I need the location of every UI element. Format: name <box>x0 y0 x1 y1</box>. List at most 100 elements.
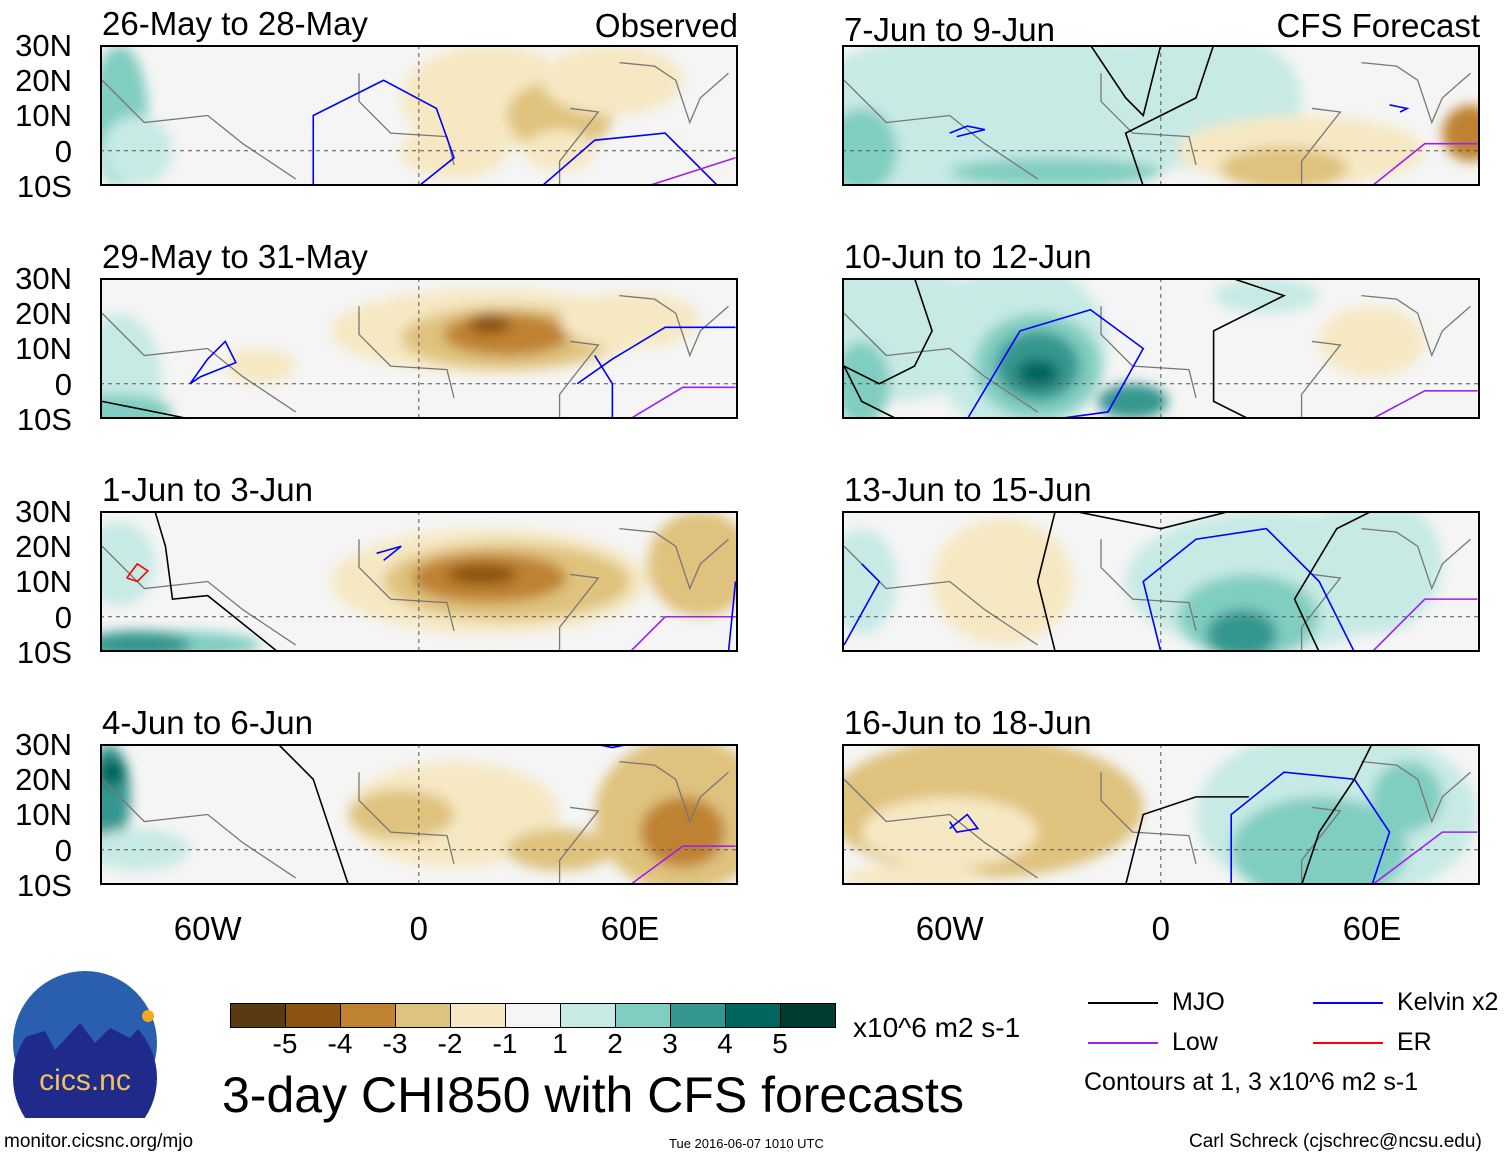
anomaly-region <box>1016 359 1059 388</box>
colorbar-tick-label: 5 <box>772 1028 788 1059</box>
wave-contour <box>312 79 455 186</box>
panel-title: 7-Jun to 9-Jun <box>844 11 1055 48</box>
wave-contour <box>949 813 980 833</box>
wave-contour <box>154 511 279 652</box>
wave-contour <box>629 615 736 652</box>
panel-title: 13-Jun to 15-Jun <box>844 471 1092 508</box>
colorbar-swatch <box>505 1003 561 1028</box>
panel-frame <box>100 744 738 885</box>
coastline <box>101 527 729 652</box>
wave-contour <box>189 340 237 385</box>
wave-contour <box>376 545 402 561</box>
wave-contour <box>842 278 933 419</box>
wave-contour <box>576 326 736 385</box>
coastline <box>843 527 1471 652</box>
lat-tick-label: 10N <box>15 98 72 133</box>
wave-contour <box>1371 831 1478 885</box>
lon-tick-label: 0 <box>1151 910 1170 947</box>
legend-line-mjo <box>1088 1002 1158 1004</box>
panel-frame <box>100 278 738 419</box>
wave-contour <box>629 845 736 885</box>
lat-tick-label: 0 <box>54 600 72 635</box>
colorbar-tick-label: 3 <box>662 1028 678 1059</box>
panel-title: 29-May to 31-May <box>102 238 368 275</box>
anomaly-region <box>1206 609 1277 652</box>
anomaly-region <box>1213 278 1320 314</box>
wave-contour <box>1371 598 1478 652</box>
colorbar-tick-label: 4 <box>717 1028 733 1059</box>
anomaly-region <box>1220 147 1348 186</box>
legend-line-low <box>1088 1042 1158 1044</box>
wave-contour <box>727 581 737 652</box>
wave-contour <box>1142 527 1356 652</box>
wave-contour <box>1371 142 1478 186</box>
legend-line-er <box>1313 1042 1383 1044</box>
panel-frame <box>100 45 738 186</box>
wave-contour <box>966 308 1145 419</box>
colorbar-swatch <box>285 1003 341 1028</box>
wave-contour <box>949 125 986 138</box>
lat-tick-label: 10S <box>16 169 72 204</box>
anomaly-region <box>1231 796 1408 885</box>
anomaly-region <box>1097 383 1168 419</box>
map-panel <box>100 511 738 652</box>
colorbar-tick-label: 1 <box>552 1028 568 1059</box>
anomaly-region <box>100 313 162 419</box>
panel-frame <box>100 511 738 652</box>
map-panel <box>842 278 1480 419</box>
lat-tick-label: 10S <box>16 868 72 903</box>
lat-tick-label: 10N <box>15 331 72 366</box>
lon-tick-label: 0 <box>409 910 428 947</box>
colorbar-swatch <box>230 1003 286 1028</box>
lat-tick-label: 10S <box>16 635 72 670</box>
logo-text: cics.nc <box>39 1064 131 1097</box>
colorbar-tick-label: -1 <box>492 1028 518 1059</box>
anomaly-region <box>949 157 1161 186</box>
coastline <box>843 61 1471 186</box>
lat-tick-label: 30N <box>15 28 72 63</box>
colorbar-swatch <box>725 1003 781 1028</box>
anomaly-region <box>861 796 1038 868</box>
lat-tick-label: 0 <box>54 367 72 402</box>
panel-title: 16-Jun to 18-Jun <box>844 704 1092 741</box>
wave-contour <box>541 132 719 186</box>
anomaly-region <box>541 45 683 116</box>
panel-title: 10-Jun to 12-Jun <box>844 238 1092 275</box>
anomaly-region <box>102 115 173 186</box>
map-panel <box>842 45 1480 186</box>
column-label: Observed <box>594 7 738 44</box>
wave-contour <box>629 386 736 419</box>
lat-tick-label: 10N <box>15 797 72 832</box>
lon-tick-label: 60W <box>173 910 242 947</box>
lat-tick-label: 0 <box>54 833 72 868</box>
anomaly-region <box>1319 306 1425 377</box>
column-label: CFS Forecast <box>1276 7 1480 44</box>
colorbar-swatch <box>340 1003 396 1028</box>
lat-tick-label: 20N <box>15 63 72 98</box>
anomaly-region <box>446 563 518 586</box>
coastline <box>101 61 729 186</box>
anomaly-region <box>1301 511 1443 635</box>
lat-tick-label: 10N <box>15 564 72 599</box>
footer-timestamp: Tue 2016-06-07 1010 UTC <box>669 1136 824 1151</box>
colorbar-swatch <box>560 1003 616 1028</box>
panel-frame <box>842 511 1480 652</box>
legend-label: MJO <box>1172 988 1225 1016</box>
colorbar-swatch <box>450 1003 506 1028</box>
anomaly-region <box>932 518 1073 645</box>
colorbar-swatch <box>780 1003 836 1028</box>
wave-contour <box>594 355 614 419</box>
panel-title: 4-Jun to 6-Jun <box>102 704 313 741</box>
panel-title: 26-May to 28-May <box>102 5 368 42</box>
footer-author: Carl Schreck (cjschrec@ncsu.edu) <box>1189 1131 1482 1152</box>
map-panel <box>100 45 738 186</box>
wave-contour <box>1124 796 1249 885</box>
lon-tick-label: 60W <box>915 910 984 947</box>
wave-contour <box>1089 45 1162 118</box>
wave-contour <box>1300 744 1373 885</box>
coastline <box>101 760 729 885</box>
anomaly-region <box>225 348 296 384</box>
wave-contour <box>101 400 191 419</box>
anomaly-region <box>100 394 173 419</box>
